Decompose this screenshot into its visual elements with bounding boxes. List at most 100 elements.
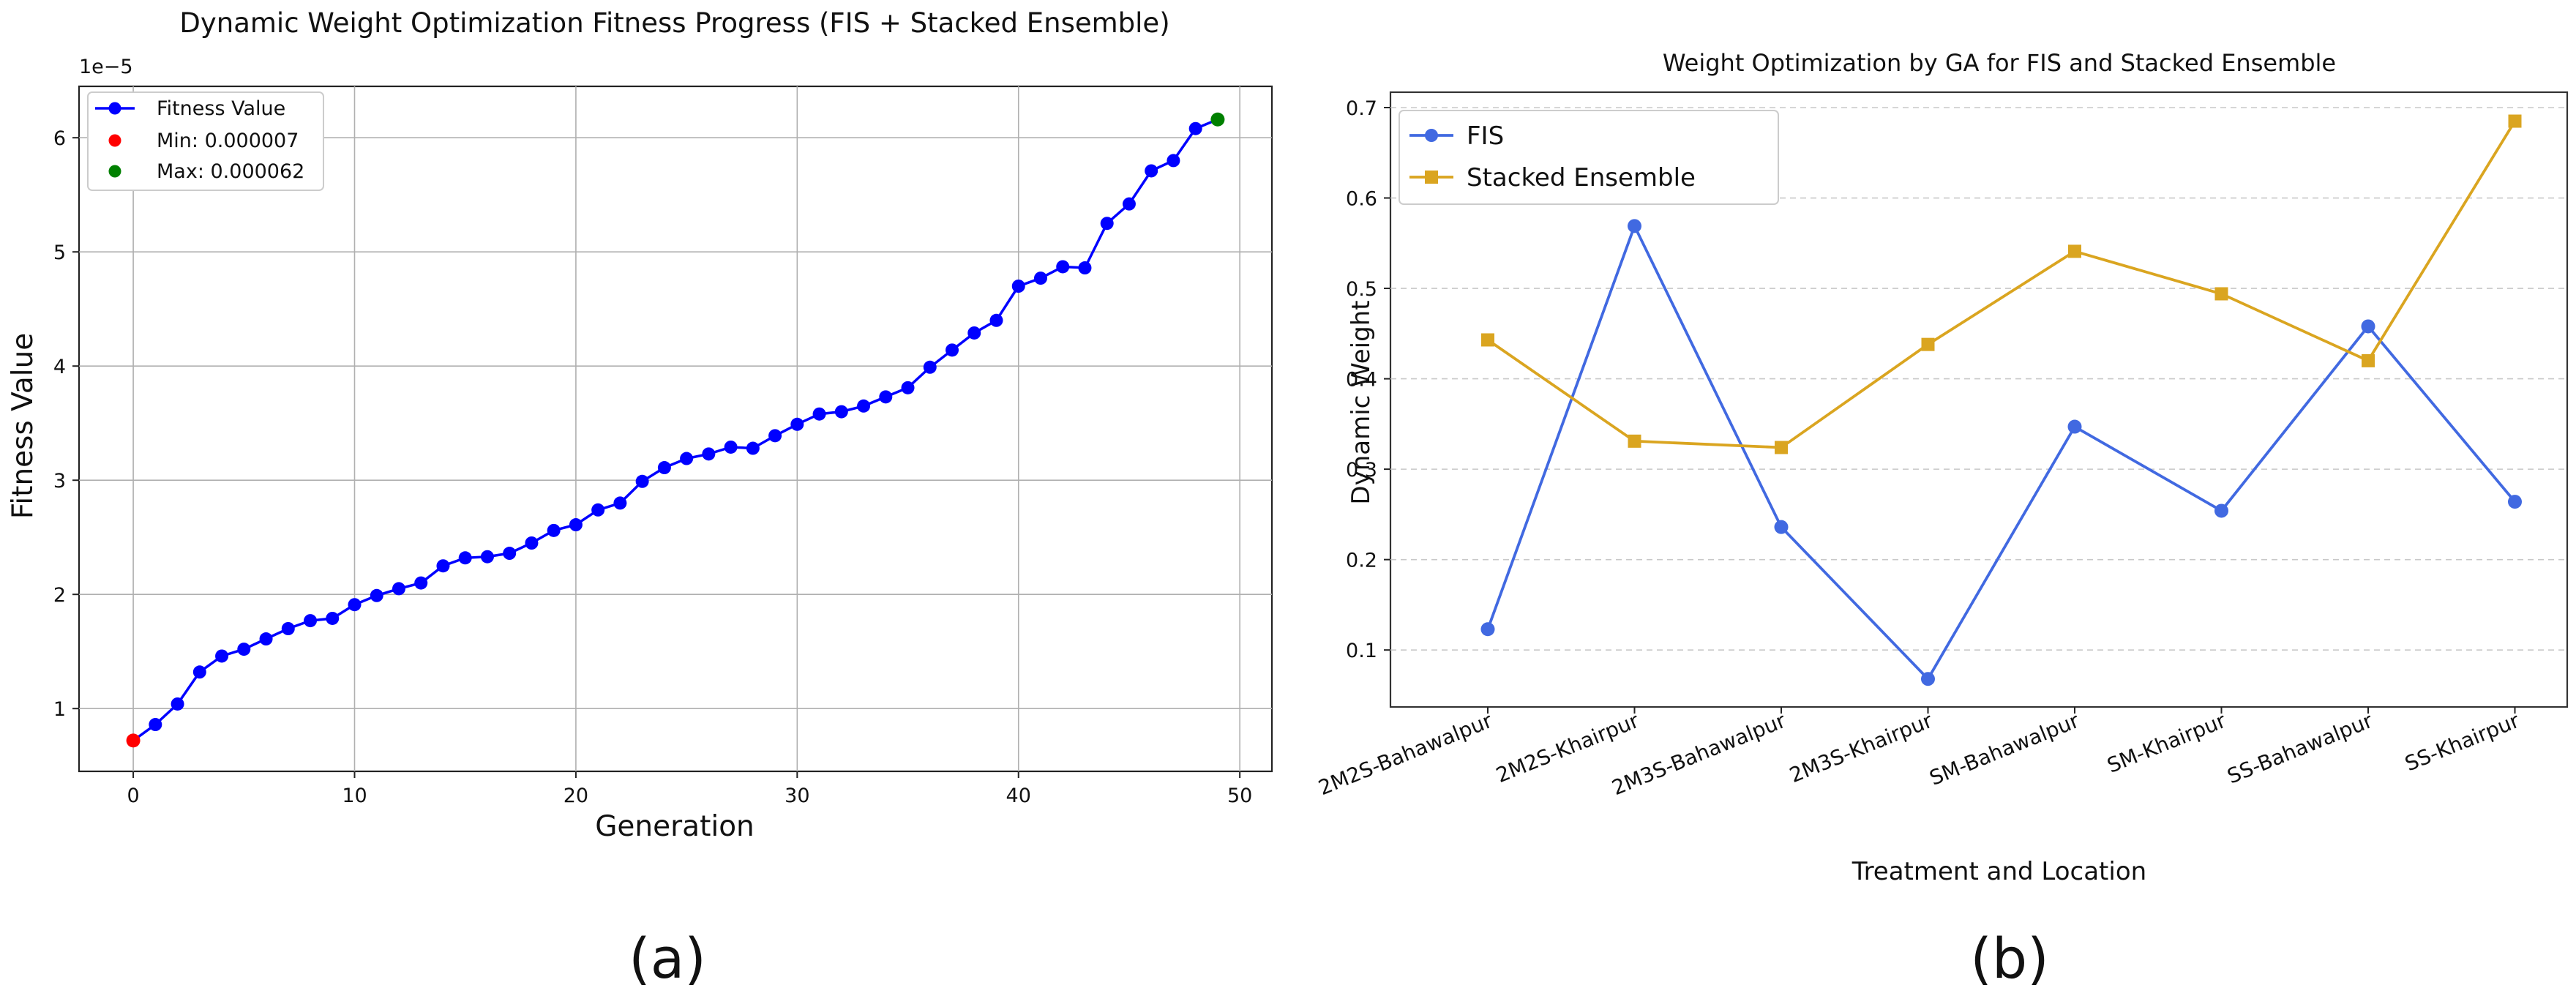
- fitness-point: [790, 417, 804, 431]
- panel-b-label: (b): [1970, 926, 2049, 991]
- stacked-ensemble-point: [1921, 337, 1935, 351]
- fis-point: [2067, 419, 2082, 434]
- fitness-point: [1188, 121, 1202, 135]
- fitness-point: [569, 518, 583, 532]
- fitness-point: [237, 643, 251, 656]
- fis-point: [1480, 622, 1495, 637]
- x-tick-label: SS-Bahawalpur: [2224, 708, 2376, 789]
- fitness-point: [1145, 164, 1158, 178]
- fitness-point: [547, 523, 561, 537]
- panel-a-xlabel: Generation: [595, 810, 755, 843]
- legend-marker-fis: [1425, 129, 1438, 142]
- max-point: [1210, 112, 1225, 127]
- fitness-point: [680, 452, 694, 465]
- y-tick-label: 1: [53, 698, 66, 721]
- stacked-ensemble-point: [2214, 287, 2228, 301]
- legend-frame: [1399, 110, 1779, 205]
- fitness-point: [259, 632, 273, 646]
- legend-marker-max: [108, 165, 121, 178]
- panel-b-points: [1480, 114, 2522, 686]
- stacked-ensemble-line: [1486, 120, 2517, 449]
- legend-label-min: Min: 0.000007: [157, 130, 299, 152]
- x-tick-label: SM-Khairpur: [2104, 708, 2230, 778]
- fitness-point: [281, 622, 295, 635]
- stacked-ensemble-point: [1775, 441, 1788, 454]
- stacked-ensemble-point: [2068, 244, 2081, 258]
- x-tick-label: 30: [785, 785, 809, 807]
- legend-label-fitness: Fitness Value: [157, 97, 285, 120]
- panel-b-plot-area: [1389, 91, 2569, 708]
- fitness-point: [857, 399, 871, 413]
- x-tick-label: 2M3S-Khairpur: [1786, 708, 1936, 787]
- fitness-point: [436, 559, 450, 573]
- fitness-point: [480, 550, 494, 564]
- panel-a-ticks: 0 10 20 30 40 50 1 2 3 4 5 6: [53, 127, 1253, 807]
- fitness-point: [591, 503, 605, 517]
- fitness-point: [1100, 217, 1114, 231]
- y-tick-label: 0.7: [1346, 97, 1377, 120]
- legend-label-fis: FIS: [1467, 121, 1504, 151]
- y-tick-label: 0.3: [1346, 459, 1377, 482]
- y-tick-label: 0.2: [1346, 550, 1377, 572]
- min-max-markers: [126, 112, 1225, 748]
- fitness-point: [768, 429, 782, 443]
- panel-a-title: Dynamic Weight Optimization Fitness Prog…: [179, 7, 1169, 39]
- panel-b-ylabel: Dynamic Weight: [1347, 300, 1376, 504]
- fitness-point: [702, 447, 716, 461]
- fitness-point: [392, 582, 405, 596]
- fis-point: [1921, 672, 1935, 686]
- y-tick-label: 0.4: [1346, 369, 1377, 392]
- fitness-point: [901, 381, 915, 394]
- fitness-point: [370, 588, 383, 602]
- panel-a-offset-label: 1e−5: [79, 56, 133, 78]
- fitness-point: [215, 649, 229, 663]
- stacked-ensemble-point: [1628, 434, 1641, 448]
- legend-marker-min: [108, 134, 121, 147]
- x-tick-label: 10: [342, 785, 367, 807]
- fitness-point: [746, 441, 760, 455]
- fitness-point: [657, 461, 671, 475]
- fitness-point: [171, 697, 184, 711]
- fitness-point: [1167, 154, 1180, 168]
- panel-b-legend: FIS Stacked Ensemble: [1399, 110, 1779, 205]
- stacked-ensemble-point: [2362, 353, 2375, 367]
- y-tick-label: 6: [53, 127, 66, 150]
- x-tick-label: 50: [1227, 785, 1252, 807]
- fitness-point: [348, 598, 362, 612]
- y-tick-label: 4: [53, 356, 66, 378]
- fitness-point: [724, 440, 738, 454]
- fitness-point: [967, 326, 981, 340]
- x-tick-label: 2M2S-Bahawalpur: [1315, 708, 1496, 800]
- panel-a-label: (a): [629, 926, 706, 991]
- fis-point: [1774, 520, 1789, 534]
- fitness-point: [458, 551, 472, 565]
- stacked-ensemble-point: [2508, 114, 2522, 128]
- panel-b-title: Weight Optimization by GA for FIS and St…: [1663, 49, 2336, 77]
- fitness-point: [812, 407, 826, 421]
- min-point: [126, 733, 141, 748]
- fitness-point: [525, 536, 539, 550]
- fitness-point: [414, 576, 428, 590]
- y-tick-label: 0.1: [1346, 640, 1377, 662]
- fitness-point: [1056, 260, 1070, 274]
- legend-marker-fitness: [108, 102, 121, 115]
- legend-label-stacked: Stacked Ensemble: [1467, 163, 1696, 192]
- fitness-point: [923, 360, 937, 374]
- fitness-value-line: [132, 118, 1218, 742]
- legend-label-max: Max: 0.000062: [157, 160, 304, 183]
- fitness-point: [503, 547, 517, 561]
- legend-marker-stacked: [1425, 171, 1438, 184]
- fitness-point: [192, 665, 206, 679]
- y-tick-label: 2: [53, 584, 66, 607]
- fitness-point: [834, 405, 848, 419]
- fis-line: [1486, 222, 2516, 681]
- fitness-point: [946, 343, 959, 357]
- panel-a-plot-area: [78, 85, 1273, 773]
- panel-b-chart: Weight Optimization by GA for FIS and St…: [1315, 49, 2569, 991]
- fis-point: [2508, 495, 2522, 509]
- x-tick-label: SS-Khairpur: [2402, 708, 2523, 776]
- fitness-point: [613, 496, 627, 510]
- fitness-value-points: [127, 113, 1224, 747]
- fitness-point: [635, 474, 649, 488]
